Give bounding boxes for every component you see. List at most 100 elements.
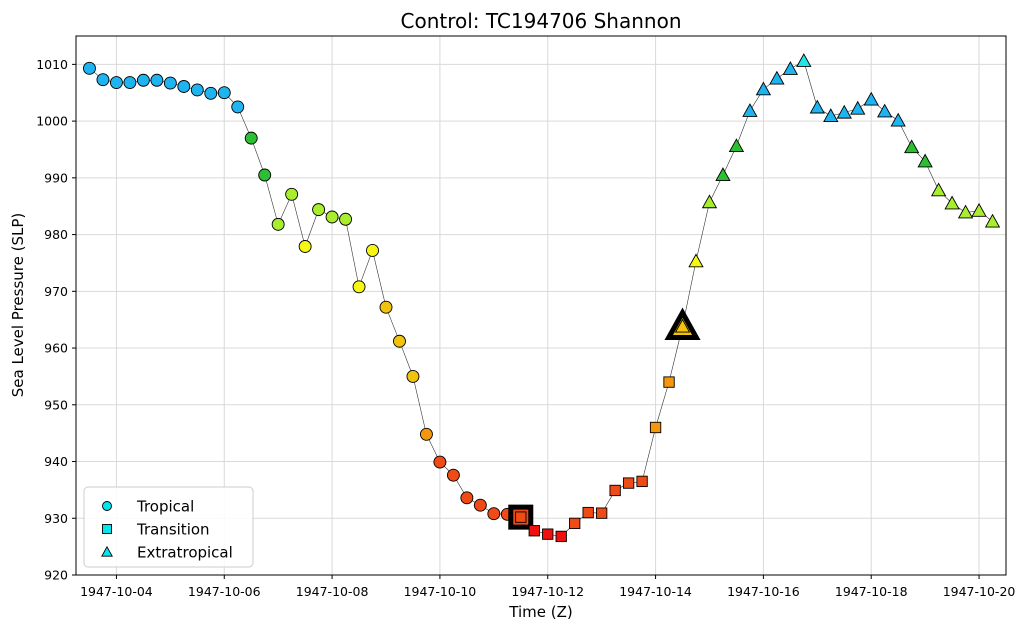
square-marker	[555, 530, 567, 543]
legend-triangle-icon	[101, 545, 113, 557]
square-marker	[649, 421, 662, 434]
circle-marker	[433, 455, 447, 469]
circle-marker	[393, 334, 406, 348]
circle-marker	[446, 468, 460, 482]
triangle-marker	[903, 139, 920, 154]
circle-marker	[285, 187, 299, 201]
square-marker	[622, 477, 635, 489]
y-axis-ticks: 920 930 940 950 960 970 980 990 1000 1010	[36, 57, 76, 583]
circle-marker	[258, 168, 272, 182]
circle-marker	[163, 76, 177, 90]
y-tick-label: 920	[44, 568, 68, 583]
square-marker	[663, 376, 675, 388]
track-polyline	[89, 60, 993, 537]
triangle-marker	[944, 195, 960, 210]
circle-marker	[298, 240, 312, 253]
square-marker	[609, 484, 621, 497]
y-tick-label: 950	[44, 397, 68, 412]
x-tick-label: 1947-10-08	[296, 584, 369, 599]
circle-marker	[271, 217, 285, 231]
triangle-marker	[863, 91, 879, 106]
x-tick-label: 1947-10-20	[943, 584, 1016, 599]
square-marker	[515, 511, 527, 523]
x-axis-label: Time (Z)	[508, 603, 572, 621]
circle-marker	[83, 61, 96, 75]
square-marker	[582, 506, 594, 519]
x-tick-label: 1947-10-12	[511, 584, 584, 599]
circle-marker	[339, 212, 353, 226]
x-tick-label: 1947-10-16	[727, 584, 800, 599]
square-marker	[636, 475, 648, 488]
circle-marker	[96, 73, 110, 87]
triangle-marker	[930, 182, 947, 197]
triangle-marker	[701, 194, 718, 209]
square-marker	[528, 525, 540, 537]
square-marker	[596, 507, 608, 519]
circle-marker	[312, 203, 326, 217]
square-marker	[569, 517, 581, 530]
triangle-marker	[823, 108, 839, 122]
y-tick-label: 980	[44, 227, 68, 242]
triangle-marker	[877, 103, 893, 118]
legend-circle-icon	[102, 501, 112, 511]
triangle-marker	[728, 138, 745, 153]
triangle-marker	[836, 104, 852, 119]
triangle-marker	[796, 53, 812, 67]
legend: Tropical Transition Extratropical	[83, 486, 254, 568]
circle-marker	[136, 73, 150, 87]
triangle-marker	[850, 100, 866, 115]
y-tick-label: 930	[44, 511, 68, 526]
triangle-marker	[957, 204, 974, 219]
legend-box	[83, 486, 254, 568]
square-marker	[542, 528, 554, 540]
circle-marker	[190, 83, 204, 97]
data-markers	[83, 53, 1001, 543]
chart-title: Control: TC194706 Shannon	[401, 9, 682, 33]
triangle-marker	[890, 112, 906, 127]
y-tick-label: 970	[44, 284, 68, 299]
x-axis-ticks: 1947-10-04 1947-10-06 1947-10-08 1947-10-10…	[80, 575, 1015, 599]
circle-marker	[379, 300, 393, 314]
triangle-marker	[742, 103, 758, 117]
circle-marker	[487, 507, 501, 521]
triangle-marker	[984, 213, 1001, 228]
circle-marker	[244, 131, 258, 145]
triangle-marker	[674, 318, 691, 333]
plot-frame	[75, 35, 1007, 576]
triangle-marker	[917, 153, 933, 168]
track-line	[89, 60, 993, 537]
x-tick-label: 1947-10-18	[835, 584, 908, 599]
circle-marker	[150, 73, 164, 87]
x-tick-label: 1947-10-04	[80, 584, 153, 599]
circle-marker	[352, 280, 366, 294]
circle-marker	[366, 244, 379, 257]
circle-marker	[231, 100, 245, 114]
triangle-marker	[755, 81, 772, 96]
triangle-marker	[688, 253, 704, 268]
circle-marker	[473, 498, 487, 512]
triangle-marker	[809, 99, 825, 114]
circle-marker	[460, 491, 474, 505]
legend-square-icon	[102, 524, 112, 534]
circle-marker	[123, 76, 137, 89]
x-tick-label: 1947-10-06	[188, 584, 261, 599]
legend-label: Transition	[136, 521, 210, 539]
circle-marker	[109, 76, 123, 89]
legend-label: Extratropical	[137, 544, 233, 562]
circle-marker	[325, 210, 339, 224]
y-tick-label: 1000	[36, 114, 68, 129]
triangle-marker	[715, 167, 731, 181]
circle-marker	[217, 86, 231, 100]
y-axis-label: Sea Level Pressure (SLP)	[9, 213, 27, 398]
y-tick-label: 1010	[36, 57, 68, 72]
triangle-marker	[782, 61, 799, 75]
x-tick-label: 1947-10-10	[404, 584, 477, 599]
circle-marker	[406, 369, 420, 383]
triangle-marker	[769, 70, 785, 85]
y-tick-label: 960	[44, 341, 68, 356]
circle-marker	[204, 86, 218, 100]
circle-marker	[177, 80, 191, 93]
legend-label: Tropical	[136, 498, 194, 516]
y-tick-label: 990	[44, 170, 68, 185]
